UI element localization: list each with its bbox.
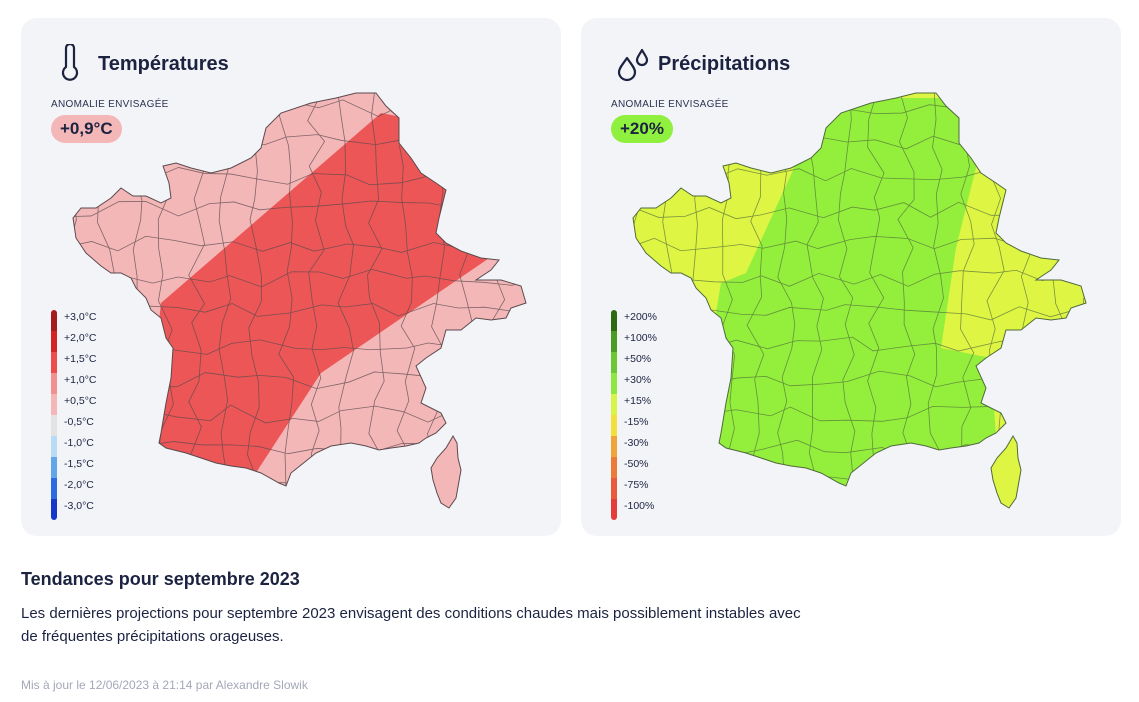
legend-swatch (611, 352, 617, 373)
legend-label: -75% (624, 479, 649, 491)
legend-label: -3,0°C (64, 500, 94, 512)
forecast-heading: Tendances pour septembre 2023 (21, 569, 300, 589)
legend-label: -30% (624, 437, 649, 449)
legend-label: +200% (624, 311, 657, 323)
legend-swatch (51, 394, 57, 415)
precipitation-map (632, 92, 1087, 509)
legend-swatch (611, 415, 617, 436)
legend-swatch (51, 373, 57, 394)
legend-swatch (611, 310, 617, 331)
legend-color-bar (51, 310, 57, 520)
forecast-description: Les dernières projections pour septembre… (21, 605, 801, 645)
legend-swatch (51, 457, 57, 478)
legend-swatch (611, 457, 617, 478)
legend-swatch (611, 394, 617, 415)
legend-label: +1,0°C (64, 374, 97, 386)
legend-label: -15% (624, 416, 649, 428)
legend-swatch (611, 436, 617, 457)
legend-swatch (51, 310, 57, 331)
legend-label: +1,5°C (64, 353, 97, 365)
corsica-shape (430, 435, 462, 509)
temperature-anomaly-label: ANOMALIE ENVISAGÉE (51, 99, 169, 110)
legend-swatch (611, 499, 617, 520)
legend-label: -1,5°C (64, 458, 94, 470)
legend-swatch (51, 331, 57, 352)
temperature-zone-high (141, 113, 501, 486)
legend-swatch (51, 352, 57, 373)
legend-label: +0,5°C (64, 395, 97, 407)
legend-label: +15% (624, 395, 652, 407)
legend-label: -100% (624, 500, 655, 512)
legend-swatch (51, 478, 57, 499)
legend-label: +3,0°C (64, 311, 97, 323)
legend-swatch (51, 436, 57, 457)
legend-color-bar (611, 310, 617, 520)
precipitation-card: Précipitations ANOMALIE ENVISAGÉE +20% +… (581, 18, 1121, 536)
legend-swatch (51, 415, 57, 436)
precipitation-anomaly-label: ANOMALIE ENVISAGÉE (611, 99, 729, 110)
legend-label: -0,5°C (64, 416, 94, 428)
temperature-title: Températures (98, 53, 229, 75)
legend-swatch (611, 331, 617, 352)
temperature-anomaly-badge: +0,9°C (51, 115, 122, 143)
precipitation-anomaly-badge: +20% (611, 115, 673, 143)
thermometer-icon (55, 42, 85, 82)
legend-label: -2,0°C (64, 479, 94, 491)
legend-swatch (611, 373, 617, 394)
legend-label: +2,0°C (64, 332, 97, 344)
legend-label: -1,0°C (64, 437, 94, 449)
legend-label: -50% (624, 458, 649, 470)
corsica-shape (990, 435, 1022, 509)
water-drops-icon (615, 44, 649, 82)
precipitation-zone-high (681, 98, 1001, 486)
update-info: Mis à jour le 12/06/2023 à 21:14 par Ale… (21, 678, 308, 692)
legend-label: +50% (624, 353, 652, 365)
temperature-card: Températures ANOMALIE ENVISAGÉE +0,9°C +… (21, 18, 561, 536)
precipitation-title: Précipitations (658, 53, 791, 75)
legend-label: +30% (624, 374, 652, 386)
temperature-map (72, 92, 527, 509)
legend-swatch (51, 499, 57, 520)
legend-swatch (611, 478, 617, 499)
legend-label: +100% (624, 332, 657, 344)
